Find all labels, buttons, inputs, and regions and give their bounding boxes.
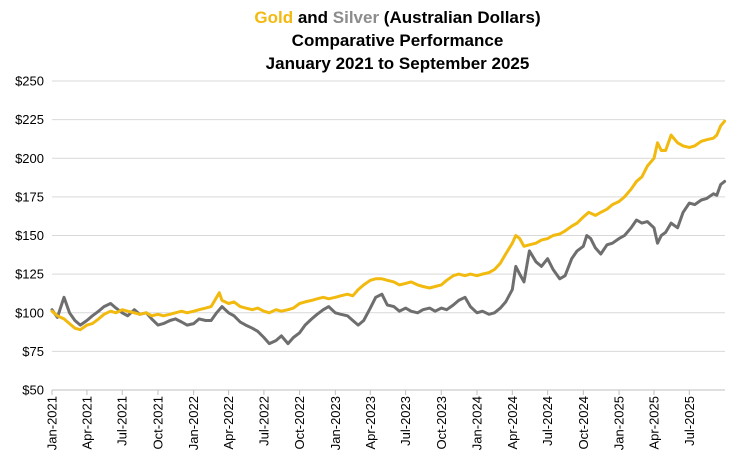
series-lines	[50, 119, 727, 346]
x-tick-label: Apr-2025	[646, 396, 661, 449]
y-axis-tick-labels: $50 $75 $100 $125 $150 $175 $200 $225 $250	[15, 74, 44, 398]
x-tick-label: Oct-2023	[434, 396, 449, 449]
y-tick-label: $100	[15, 305, 44, 320]
x-tick-label: Apr-2022	[221, 396, 236, 449]
chart-title-part-1: and	[293, 8, 333, 27]
chart-title-part-2: Silver	[332, 8, 380, 27]
silver-series-line	[50, 179, 727, 346]
x-tick-label: Apr-2023	[363, 396, 378, 449]
x-tick-label: Apr-2024	[505, 396, 520, 449]
x-tick-label: Oct-2021	[150, 396, 165, 449]
x-tick-label: Jan-2025	[612, 396, 627, 450]
x-tick-label: Oct-2024	[576, 396, 591, 449]
x-tick-label: Jan-2022	[186, 396, 201, 450]
x-tick-label: Jul-2021	[115, 396, 130, 446]
x-tick-label: Jul-2024	[540, 396, 555, 446]
chart-subtitle-line-1: Comparative Performance	[291, 31, 504, 50]
y-tick-label: $150	[15, 228, 44, 243]
x-tick-label: Apr-2021	[79, 396, 94, 449]
y-tick-label: $75	[22, 344, 44, 359]
y-tick-label: $250	[15, 74, 44, 89]
y-tick-label: $200	[15, 151, 44, 166]
y-tick-label: $175	[15, 189, 44, 204]
x-tick-label: Jan-2021	[45, 396, 60, 450]
y-tick-label: $125	[15, 267, 44, 282]
x-tick-label: Jan-2024	[469, 396, 484, 450]
x-tick-label: Jul-2023	[398, 396, 413, 446]
x-axis-tick-labels: Jan-2021 Apr-2021 Jul-2021 Oct-2021 Jan-2022…	[45, 390, 697, 450]
x-tick-label: Jan-2023	[328, 396, 343, 450]
gold-series-line	[50, 119, 727, 332]
chart-subtitle-line-2: January 2021 to September 2025	[265, 54, 530, 73]
y-tick-label: $225	[15, 112, 44, 127]
chart-title-part-3: (Australian Dollars)	[379, 8, 541, 27]
x-tick-label: Jul-2022	[256, 396, 271, 446]
chart-title-block: Gold and Silver (Australian Dollars) Com…	[0, 6, 739, 75]
y-tick-label: $50	[22, 383, 44, 398]
chart-title: Gold and Silver (Australian Dollars)	[0, 6, 739, 29]
chart-title-part-0: Gold	[254, 8, 294, 27]
x-tick-label: Oct-2022	[292, 396, 307, 449]
gridlines	[52, 80, 725, 391]
x-tick-label: Jul-2025	[682, 396, 697, 446]
